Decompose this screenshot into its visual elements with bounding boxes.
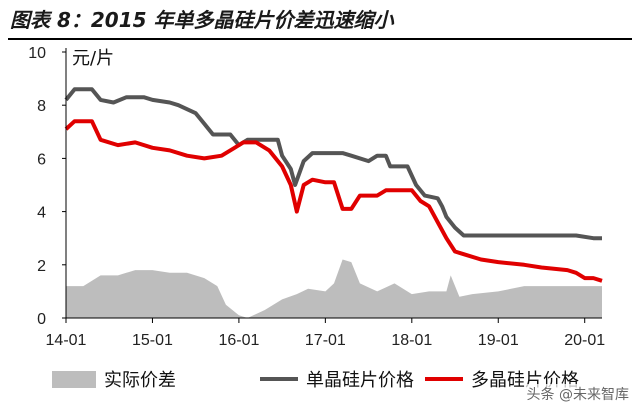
x-tick-label: 16-01 (218, 332, 259, 349)
x-tick-label: 15-01 (132, 332, 173, 349)
watermark: 头条 @未来智库 (523, 384, 632, 404)
legend: 实际价差 单晶硅片价格 多晶硅片价格 (52, 370, 579, 391)
x-tick-label: 20-01 (564, 332, 605, 349)
chart-title: 图表 8：2015 年单多晶硅片价差迅速缩小 (10, 8, 394, 32)
y-axis-label: 元/片 (72, 48, 114, 69)
y-tick-label: 2 (37, 258, 46, 275)
title-rule (8, 38, 632, 40)
y-tick-label: 6 (37, 151, 46, 168)
axes: 0 2 4 6 8 10 元/片 14-01 15-01 16-01 17-01 18-01 19-01… (28, 45, 605, 349)
legend-label-mono: 单晶硅片价格 (306, 370, 414, 391)
y-tick-label: 8 (37, 98, 46, 115)
y-tick-label: 10 (28, 45, 46, 62)
series-line-poly (64, 119, 603, 283)
series-area-spread (66, 259, 602, 318)
x-tick-label: 14-01 (46, 332, 87, 349)
legend-label-spread: 实际价差 (104, 370, 176, 391)
y-tick-label: 4 (37, 205, 46, 222)
x-tick-label: 19-01 (478, 332, 519, 349)
y-tick-label: 0 (37, 311, 46, 328)
x-tick-label: 18-01 (391, 332, 432, 349)
legend-swatch-spread (52, 371, 96, 388)
plot-area (64, 87, 603, 318)
x-tick-label: 17-01 (305, 332, 346, 349)
series-line-mono (64, 87, 602, 241)
